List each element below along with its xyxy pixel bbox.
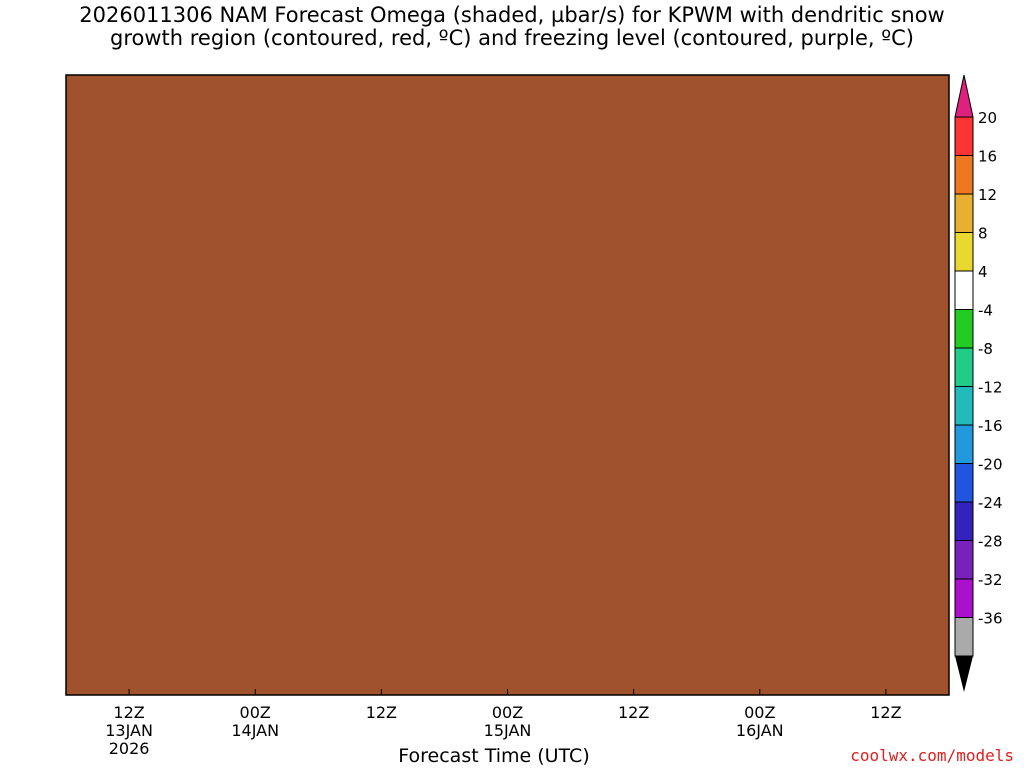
colorbar-swatch xyxy=(954,386,974,426)
colorbar-bottom-arrow xyxy=(955,656,973,692)
terrain-ground xyxy=(66,75,949,695)
x-tick-label: 12Z xyxy=(618,703,649,722)
x-tick-label: 00Z xyxy=(492,703,523,722)
colorbar-swatch xyxy=(954,578,974,618)
x-tick-label: 2026 xyxy=(109,739,150,758)
x-tick-label: 00Z xyxy=(240,703,271,722)
colorbar-swatch xyxy=(954,309,974,349)
terrain xyxy=(66,75,949,695)
x-tick-label: 00Z xyxy=(744,703,775,722)
colorbar-label: -28 xyxy=(978,533,1003,551)
colorbar-top-arrow xyxy=(954,74,974,118)
colorbar-label: -24 xyxy=(978,494,1003,512)
colorbar-label: 16 xyxy=(978,148,997,166)
colorbar: 20 16 12 8 4 -4 -8 -12 -16 -20 -24 -28 -32 -36 xyxy=(954,74,1003,692)
chart-title-line1: 2026011306 NAM Forecast Omega (shaded, µ… xyxy=(79,3,945,27)
colorbar-swatch xyxy=(954,193,974,233)
chart-title-line2: growth region (contoured, red, ºC) and f… xyxy=(110,26,914,50)
colorbar-label: -4 xyxy=(978,302,993,320)
colorbar-swatch xyxy=(954,155,974,195)
colorbar-swatch xyxy=(954,463,974,503)
colorbar-swatch xyxy=(954,424,974,464)
colorbar-swatch xyxy=(954,270,974,310)
colorbar-label: 12 xyxy=(978,186,997,204)
x-tick-label: 13JAN xyxy=(105,721,153,740)
colorbar-label: -12 xyxy=(978,379,1003,397)
colorbar-label: -32 xyxy=(978,571,1003,589)
colorbar-swatch xyxy=(954,540,974,580)
x-tick-label: 12Z xyxy=(870,703,901,722)
colorbar-label: 20 xyxy=(978,109,997,127)
x-tick-label: 16JAN xyxy=(736,721,784,740)
credit-text[interactable]: coolwx.com/models xyxy=(850,746,1014,765)
x-tick-label: 15JAN xyxy=(484,721,532,740)
colorbar-swatch xyxy=(954,232,974,272)
colorbar-swatch xyxy=(954,347,974,387)
colorbar-label: 4 xyxy=(978,263,988,281)
colorbar-label: -36 xyxy=(978,610,1003,628)
colorbar-swatch xyxy=(954,116,974,156)
colorbar-swatch xyxy=(954,617,974,657)
colorbar-label: -8 xyxy=(978,340,993,358)
x-axis-label: Forecast Time (UTC) xyxy=(0,745,1024,767)
colorbar-swatch xyxy=(954,501,974,541)
chart-title: 2026011306 NAM Forecast Omega (shaded, µ… xyxy=(0,4,1024,50)
x-tick-label: 12Z xyxy=(366,703,397,722)
x-tick-label: 12Z xyxy=(113,703,144,722)
colorbar-label: 8 xyxy=(978,225,988,243)
x-axis-label-text: Forecast Time (UTC) xyxy=(398,745,590,767)
colorbar-label: -16 xyxy=(978,417,1003,435)
x-tick-label: 14JAN xyxy=(231,721,279,740)
colorbar-label: -20 xyxy=(978,456,1003,474)
